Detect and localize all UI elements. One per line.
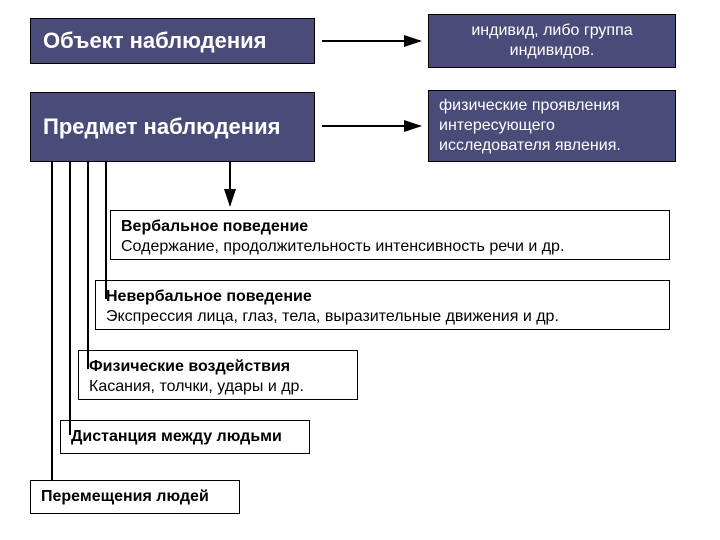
- sub-box-movement: Перемещения людей: [30, 480, 240, 514]
- arrows-layer: [0, 0, 720, 540]
- subject-title-box: Предмет наблюдения: [30, 92, 315, 162]
- subject-desc-box: физические проявления интересующего иссл…: [428, 90, 676, 162]
- sub3-body: Касания, толчки, удары и др.: [89, 378, 304, 395]
- sub-box-physical: Физические воздействия Касания, толчки, …: [78, 350, 358, 400]
- object-title-box: Объект наблюдения: [30, 18, 315, 64]
- sub5-title: Перемещения людей: [41, 487, 209, 507]
- sub4-title: Дистанция между людьми: [71, 427, 282, 447]
- object-desc-text: индивид, либо группа индивидов.: [439, 21, 665, 61]
- sub-box-nonverbal: Невербальное поведение Экспрессия лица, …: [95, 280, 670, 330]
- sub1-title: Вербальное поведение: [121, 218, 308, 235]
- sub-box-distance: Дистанция между людьми: [60, 420, 310, 454]
- sub2-title: Невербальное поведение: [106, 288, 312, 305]
- object-title-text: Объект наблюдения: [43, 28, 266, 54]
- sub2-body: Экспрессия лица, глаз, тела, выразительн…: [106, 308, 559, 325]
- object-desc-box: индивид, либо группа индивидов.: [428, 14, 676, 68]
- subject-title-text: Предмет наблюдения: [43, 114, 280, 140]
- subject-desc-text: физические проявления интересующего иссл…: [439, 96, 665, 156]
- sub-box-verbal: Вербальное поведение Содержание, продолж…: [110, 210, 670, 260]
- sub1-body: Содержание, продолжительность интенсивно…: [121, 238, 564, 255]
- sub3-title: Физические воздействия: [89, 358, 290, 375]
